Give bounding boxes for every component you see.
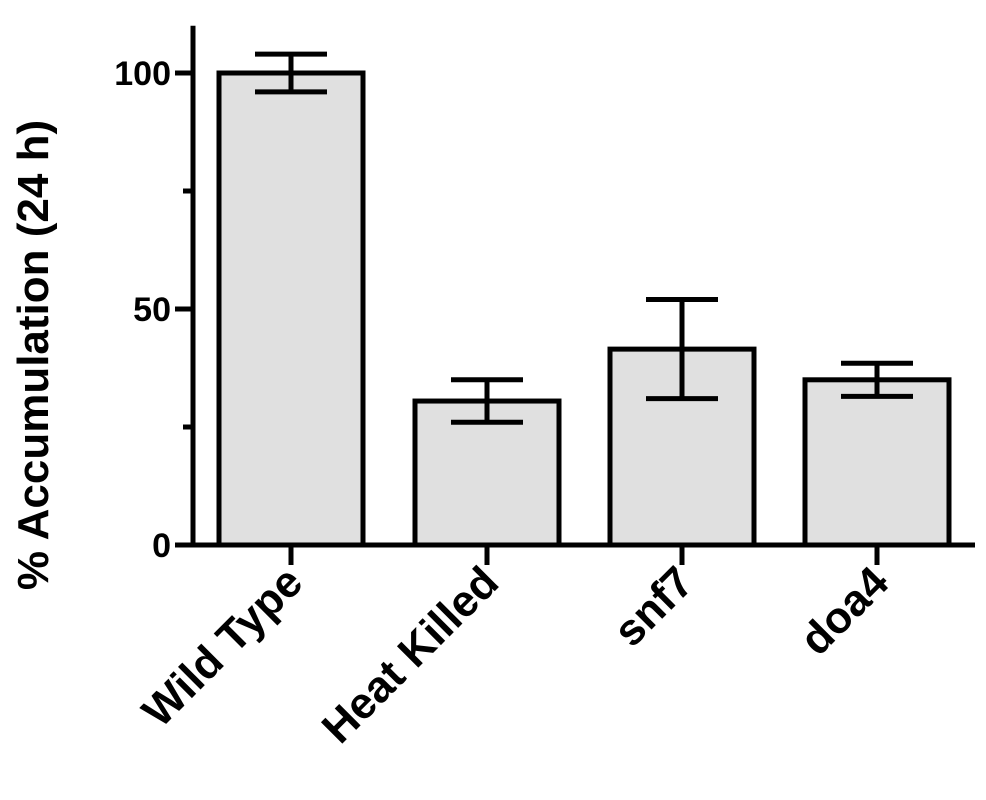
y-tick-label-100: 100 xyxy=(114,55,171,93)
bar-wild-type xyxy=(216,70,366,548)
x-tick-label-wild-type: Wild Type xyxy=(133,557,312,736)
bar-doa4 xyxy=(802,377,952,548)
x-tick-label-heat-killed: Heat Killed xyxy=(313,557,508,752)
y-tick-label-50: 50 xyxy=(133,291,171,329)
x-tick-label-doa4: doa4 xyxy=(791,557,899,665)
y-tick-label-0: 0 xyxy=(152,527,171,565)
y-axis-title: % Accumulation (24 h) xyxy=(9,120,58,590)
x-tick-label-snf7: snf7 xyxy=(604,557,703,656)
bar-heat-killed xyxy=(412,398,562,548)
